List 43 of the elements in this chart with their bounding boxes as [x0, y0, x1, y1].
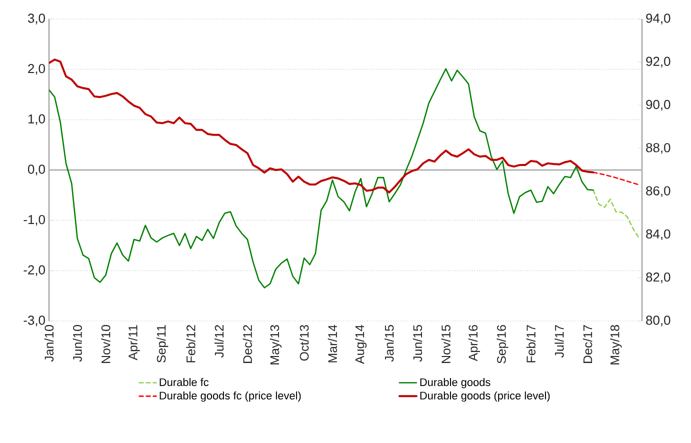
- y2-tick-label: 88,0: [646, 143, 670, 154]
- x-tick-label: Aug/14: [355, 324, 367, 364]
- x-tick-label: Jun/15: [412, 325, 422, 362]
- x-tick-label: Jun/10: [72, 325, 82, 362]
- line-series: [49, 58, 594, 194]
- x-tick-label: Mar/14: [328, 324, 338, 362]
- y2-tick-label: 84,0: [646, 229, 670, 240]
- legend-label: Durable goods fc (price level): [160, 391, 301, 402]
- y-tick-label: -1,0: [24, 214, 45, 226]
- y2-tick-label: 90,0: [646, 100, 670, 111]
- x-tick-label: Nov/15: [441, 325, 450, 363]
- x-tick-label: Apr/16: [468, 325, 480, 362]
- x-tick-label: Nov/10: [101, 325, 110, 363]
- legend-label: Durable goods: [420, 378, 490, 388]
- x-tick-label: Apr/11: [128, 325, 140, 360]
- x-tick-label: Sep/11: [156, 325, 168, 363]
- y-tick-label: -2,0: [24, 265, 45, 276]
- line-series: [49, 68, 594, 288]
- x-tick-label: Feb/12: [186, 325, 196, 362]
- legend-label: Durable goods (price level): [420, 391, 550, 402]
- legend-label: Durable fc: [160, 378, 209, 386]
- y-tick-label: 1,0: [28, 114, 45, 126]
- x-tick-label: Jan/10: [44, 325, 54, 362]
- x-tick-label: Feb/17: [526, 325, 536, 362]
- y-tick-label: -3,0: [24, 316, 45, 326]
- x-tick-label: Dec/17: [583, 325, 592, 363]
- x-tick-label: May/13: [270, 325, 282, 364]
- y-tick-label: 0,0: [28, 164, 45, 176]
- y2-tick-label: 92,0: [646, 56, 670, 68]
- y2-tick-label: 94,0: [646, 14, 670, 24]
- x-tick-label: Sep/16: [496, 325, 508, 364]
- x-tick-label: Oct/13: [300, 325, 309, 361]
- x-tick-label: Jan/15: [384, 325, 394, 362]
- line-series: [592, 189, 640, 238]
- y-tick-label: 3,0: [28, 14, 45, 24]
- x-tick-label: May/18: [610, 325, 622, 364]
- x-tick-label: Jul/17: [554, 325, 564, 358]
- y2-tick-label: 82,0: [646, 272, 670, 284]
- y-tick-label: 2,0: [28, 64, 45, 75]
- x-tick-label: Dec/12: [242, 325, 252, 363]
- y2-tick-label: 80,0: [646, 316, 670, 326]
- x-tick-label: Jul/12: [214, 325, 224, 358]
- y2-tick-label: 86,0: [646, 186, 670, 197]
